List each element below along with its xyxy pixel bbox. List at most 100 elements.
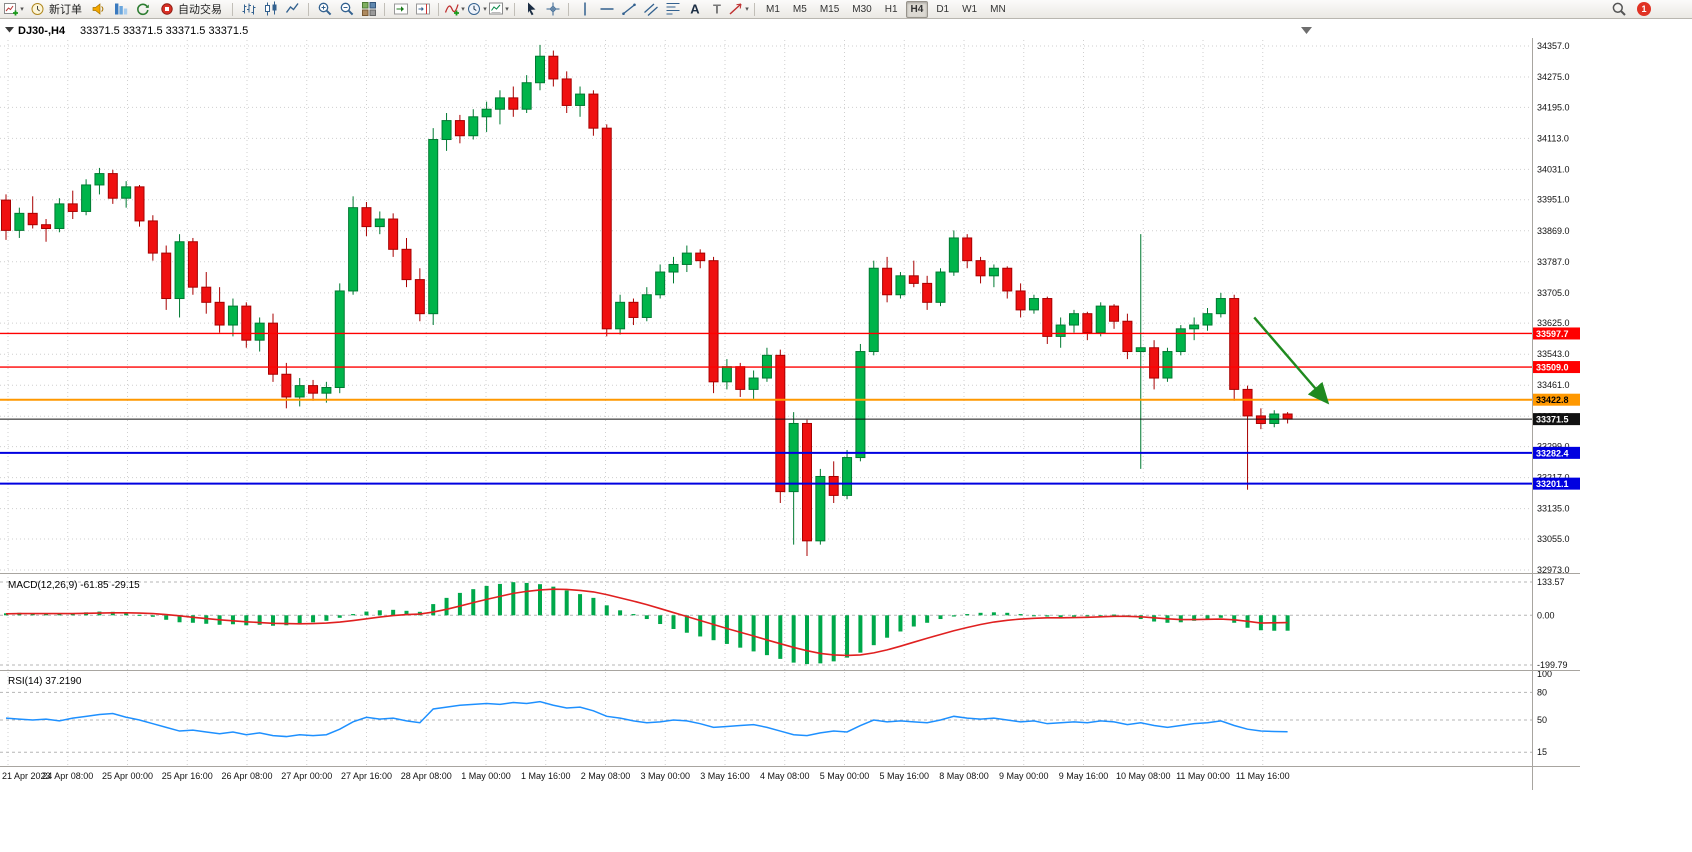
candle bbox=[494, 90, 505, 125]
timeframe-d1[interactable]: D1 bbox=[936, 3, 950, 15]
candle bbox=[1, 194, 11, 240]
candle bbox=[615, 294, 626, 335]
chart-shift-button[interactable] bbox=[412, 1, 433, 18]
bar-chart-button[interactable] bbox=[238, 1, 259, 18]
timeframe-m1[interactable]: M1 bbox=[766, 3, 780, 15]
cursor-button[interactable] bbox=[520, 1, 541, 18]
time-label: 1 May 00:00 bbox=[461, 771, 511, 781]
time-label: 5 May 00:00 bbox=[820, 771, 870, 781]
candle-body bbox=[855, 351, 866, 459]
current-price-line-tag: 33371.5 bbox=[1533, 413, 1580, 426]
candle bbox=[641, 287, 652, 322]
candle bbox=[535, 44, 545, 91]
chevron-down-icon: ▾ bbox=[483, 6, 487, 13]
one-click-trading-toggle[interactable] bbox=[5, 27, 14, 33]
time-label: 28 Apr 08:00 bbox=[401, 771, 452, 781]
trendline-button[interactable] bbox=[618, 1, 639, 18]
label-button[interactable]: T bbox=[706, 1, 727, 18]
candle bbox=[334, 283, 345, 394]
auto-trading-button[interactable]: 自动交易 bbox=[154, 1, 227, 18]
time-label: 3 May 16:00 bbox=[700, 771, 750, 781]
macd-histogram-bar bbox=[578, 594, 583, 616]
candle-body bbox=[641, 294, 652, 318]
macd-histogram-bar bbox=[631, 614, 636, 616]
candle-body bbox=[468, 116, 479, 137]
chart-shift-marker[interactable] bbox=[1301, 27, 1312, 34]
horizontal-line-button[interactable] bbox=[596, 1, 617, 18]
candlestick-chart-button[interactable] bbox=[260, 1, 281, 18]
price-tag-label: 33422.8 bbox=[1536, 395, 1569, 405]
vertical-line-button[interactable] bbox=[574, 1, 595, 18]
periods-button[interactable]: ▾ bbox=[466, 1, 487, 18]
channel-button[interactable] bbox=[640, 1, 661, 18]
depth-icon bbox=[113, 1, 129, 17]
candle bbox=[508, 86, 519, 117]
indicators-button[interactable]: ▾ bbox=[444, 1, 465, 18]
chart-overlay-labels: DJ30-,H4 33371.5 33371.5 33371.5 33371.5… bbox=[5, 25, 1312, 687]
rsi-plot-area[interactable] bbox=[0, 672, 1532, 766]
macd-histogram-bar bbox=[1072, 615, 1076, 617]
macd-histogram-bar bbox=[150, 615, 155, 617]
alerts-button[interactable] bbox=[88, 1, 109, 18]
macd-histogram-bar bbox=[511, 582, 516, 616]
candle bbox=[895, 272, 906, 299]
macd-histogram-bar bbox=[164, 615, 169, 620]
new-order-button[interactable]: 新订单 bbox=[25, 1, 87, 18]
line-chart-button[interactable] bbox=[282, 1, 303, 18]
macd-histogram-bar bbox=[4, 613, 8, 616]
auto-scroll-button[interactable] bbox=[390, 1, 411, 18]
templates-button[interactable]: ▾ bbox=[488, 1, 509, 18]
macd-histogram-bar bbox=[591, 597, 596, 616]
macd-histogram-bar bbox=[257, 615, 262, 625]
timeframe-h1[interactable]: H1 bbox=[884, 3, 898, 15]
macd-histogram-bar bbox=[845, 615, 850, 658]
candle-body bbox=[107, 173, 118, 199]
search-button[interactable] bbox=[1608, 1, 1629, 18]
crosshair-button[interactable] bbox=[542, 1, 563, 18]
candle bbox=[588, 90, 599, 136]
candle bbox=[948, 230, 959, 276]
macd-plot-area[interactable] bbox=[0, 577, 1532, 670]
timeframe-m5[interactable]: M5 bbox=[792, 3, 807, 15]
chart-plot-area[interactable] bbox=[0, 40, 1532, 570]
annotation-layer bbox=[1253, 316, 1330, 405]
toolbar-separator bbox=[232, 2, 233, 16]
support-line-blue-upper-tag: 33282.4 bbox=[1533, 446, 1580, 459]
candle-body bbox=[1095, 305, 1106, 334]
macd-histogram-bar bbox=[1098, 615, 1103, 617]
macd-histogram-bar bbox=[951, 615, 956, 617]
support-line-blue-lower-tag: 33201.1 bbox=[1533, 477, 1580, 490]
trend-arrow[interactable] bbox=[1253, 316, 1330, 405]
new-chart-button[interactable]: ▾ bbox=[3, 1, 24, 18]
candle-body bbox=[201, 286, 212, 303]
macd-histogram-bar bbox=[204, 615, 209, 624]
timeframe-m15[interactable]: M15 bbox=[819, 3, 840, 15]
candle-body bbox=[601, 127, 612, 330]
notification-badge[interactable]: 1 bbox=[1637, 2, 1651, 16]
tile-windows-button[interactable] bbox=[358, 1, 379, 18]
market-depth-button[interactable] bbox=[110, 1, 131, 18]
timeframe-w1[interactable]: W1 bbox=[962, 3, 978, 15]
candle-body bbox=[94, 173, 105, 186]
fibonacci-button[interactable] bbox=[662, 1, 683, 18]
candle-body bbox=[1215, 298, 1226, 315]
candle-body bbox=[161, 252, 172, 300]
timeframe-mn[interactable]: MN bbox=[990, 3, 1006, 15]
candle-body bbox=[134, 186, 145, 222]
price-tick-label: 33299.0 bbox=[1537, 442, 1570, 452]
candle bbox=[468, 109, 479, 140]
zoom-out-button[interactable] bbox=[336, 1, 357, 18]
timeframe-m30[interactable]: M30 bbox=[852, 3, 872, 15]
arrows-button[interactable]: ▾ bbox=[728, 1, 749, 18]
zoom-in-button[interactable] bbox=[314, 1, 335, 18]
refresh-button[interactable] bbox=[132, 1, 153, 18]
candle-body bbox=[1042, 298, 1053, 337]
macd-histogram-bar bbox=[965, 614, 970, 616]
macd-histogram-bar bbox=[137, 614, 142, 616]
candle bbox=[254, 317, 265, 352]
macd-histogram-bar bbox=[57, 613, 62, 616]
timeframe-h4[interactable]: H4 bbox=[905, 0, 929, 18]
macd-axis-label: 0.00 bbox=[1537, 610, 1555, 620]
text-button[interactable]: A bbox=[684, 1, 705, 18]
